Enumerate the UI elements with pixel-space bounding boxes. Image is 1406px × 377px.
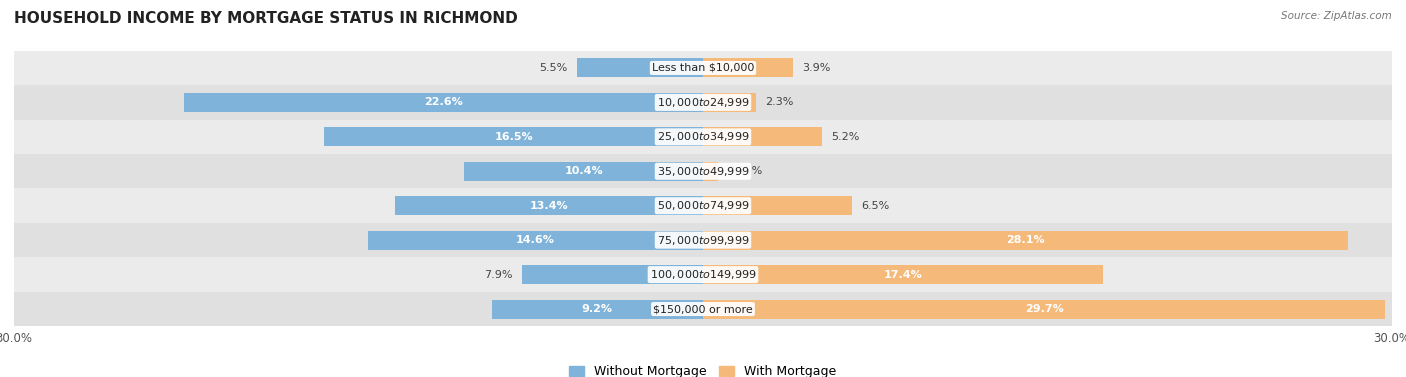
Text: $10,000 to $24,999: $10,000 to $24,999 [657, 96, 749, 109]
Bar [14, 223, 1392, 257]
Text: 10.4%: 10.4% [564, 166, 603, 176]
Text: 13.4%: 13.4% [530, 201, 568, 211]
Bar [14, 154, 1392, 188]
Text: 5.5%: 5.5% [540, 63, 568, 73]
Bar [395, 196, 703, 215]
Text: 3.9%: 3.9% [801, 63, 830, 73]
Legend: Without Mortgage, With Mortgage: Without Mortgage, With Mortgage [564, 360, 842, 377]
Text: 16.5%: 16.5% [495, 132, 533, 142]
Text: HOUSEHOLD INCOME BY MORTGAGE STATUS IN RICHMOND: HOUSEHOLD INCOME BY MORTGAGE STATUS IN R… [14, 11, 517, 26]
Bar [14, 188, 1392, 223]
Bar [14, 292, 1392, 326]
Text: 0.65%: 0.65% [727, 166, 762, 176]
Bar [14, 257, 1392, 292]
Text: $75,000 to $99,999: $75,000 to $99,999 [657, 234, 749, 247]
Bar [184, 93, 703, 112]
Bar [576, 58, 703, 77]
Text: 22.6%: 22.6% [425, 97, 463, 107]
Text: 14.6%: 14.6% [516, 235, 555, 245]
Bar [14, 120, 1392, 154]
Bar [703, 231, 1348, 250]
Text: Less than $10,000: Less than $10,000 [652, 63, 754, 73]
Text: 28.1%: 28.1% [1007, 235, 1045, 245]
Text: $100,000 to $149,999: $100,000 to $149,999 [650, 268, 756, 281]
Text: 17.4%: 17.4% [883, 270, 922, 280]
Text: 29.7%: 29.7% [1025, 304, 1063, 314]
Text: 9.2%: 9.2% [582, 304, 613, 314]
Text: $35,000 to $49,999: $35,000 to $49,999 [657, 165, 749, 178]
Bar [703, 300, 1385, 319]
Text: 5.2%: 5.2% [831, 132, 860, 142]
Text: $50,000 to $74,999: $50,000 to $74,999 [657, 199, 749, 212]
Text: $25,000 to $34,999: $25,000 to $34,999 [657, 130, 749, 143]
Text: 2.3%: 2.3% [765, 97, 793, 107]
Bar [368, 231, 703, 250]
Bar [703, 162, 718, 181]
Text: $150,000 or more: $150,000 or more [654, 304, 752, 314]
Bar [323, 127, 703, 146]
Bar [522, 265, 703, 284]
Bar [14, 85, 1392, 120]
Bar [14, 51, 1392, 85]
Bar [703, 58, 793, 77]
Bar [703, 127, 823, 146]
Bar [492, 300, 703, 319]
Text: Source: ZipAtlas.com: Source: ZipAtlas.com [1281, 11, 1392, 21]
Bar [703, 265, 1102, 284]
Bar [703, 93, 756, 112]
Bar [703, 196, 852, 215]
Bar [464, 162, 703, 181]
Text: 7.9%: 7.9% [484, 270, 512, 280]
Text: 6.5%: 6.5% [862, 201, 890, 211]
